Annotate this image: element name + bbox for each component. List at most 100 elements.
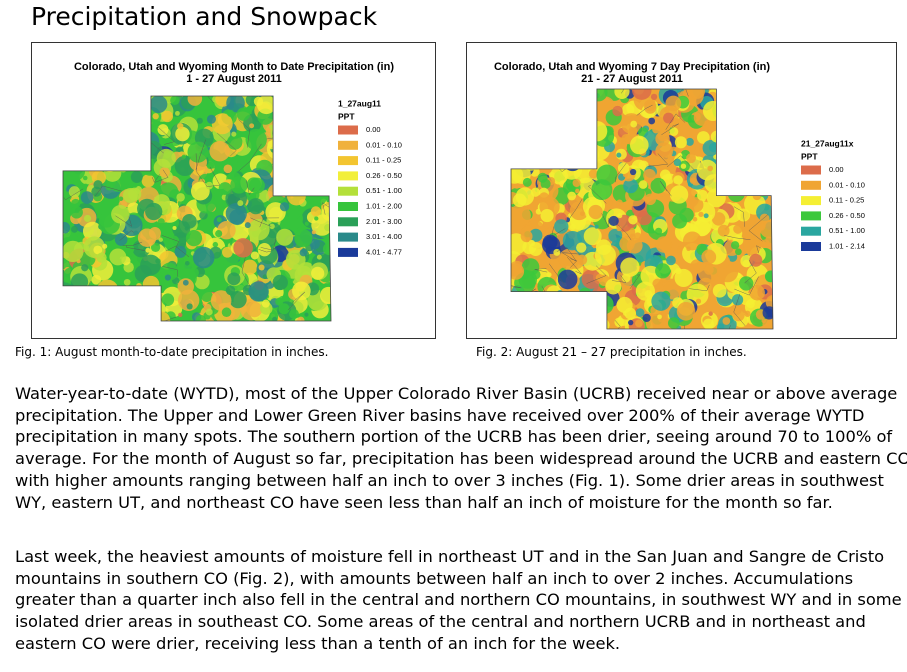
map-patch xyxy=(572,120,588,135)
map-patch xyxy=(296,145,311,160)
map-patch xyxy=(175,110,180,116)
map-patch xyxy=(121,152,127,159)
map-patch xyxy=(616,199,623,207)
legend-label: 0.11 - 0.25 xyxy=(366,156,401,165)
map-patch xyxy=(210,290,232,311)
map-patch xyxy=(125,96,142,111)
map-patch xyxy=(324,224,331,232)
map-patch xyxy=(289,99,299,109)
text-line: mountains in southern CO (Fig. 2), with … xyxy=(15,568,854,588)
map-patch xyxy=(616,225,622,232)
legend-swatch xyxy=(801,180,821,190)
map-patch xyxy=(758,182,769,193)
map-patch xyxy=(125,292,130,297)
map-patch xyxy=(98,121,105,129)
map-patch xyxy=(513,104,519,110)
map-patch xyxy=(174,245,187,258)
map-patch xyxy=(316,142,331,161)
map-patch xyxy=(562,136,576,150)
map-patch xyxy=(752,92,771,111)
map-patch xyxy=(516,316,524,324)
figure: Colorado, Utah and Wyoming 7 Day Precipi… xyxy=(466,42,897,339)
map-patch xyxy=(93,180,103,190)
map-patch xyxy=(761,161,773,183)
map-patch xyxy=(317,134,325,142)
map-patch xyxy=(530,304,537,311)
county-line xyxy=(109,96,123,111)
map-patch xyxy=(674,118,684,128)
map-patch xyxy=(591,141,597,147)
map-patch xyxy=(737,115,742,120)
map-patch xyxy=(535,309,547,321)
map-patch xyxy=(556,321,569,329)
map-patch xyxy=(141,174,155,188)
map-patch xyxy=(612,105,623,117)
map-patch xyxy=(64,96,84,112)
map-patch xyxy=(578,110,598,130)
map-patch xyxy=(127,202,140,215)
map-patch xyxy=(152,113,159,120)
county-line xyxy=(665,113,686,130)
map-patch xyxy=(129,103,137,111)
map-patch xyxy=(78,151,95,168)
map-patch xyxy=(63,296,82,317)
map-patch xyxy=(275,297,284,306)
map-patch xyxy=(749,101,757,108)
map-patch xyxy=(515,301,530,315)
map-patch xyxy=(725,153,738,167)
map-patch xyxy=(205,181,214,190)
map-patch xyxy=(511,140,523,161)
map-patch xyxy=(757,178,767,188)
legend-label: 0.26 - 0.50 xyxy=(829,211,865,220)
map-patch xyxy=(65,143,84,162)
map-patch xyxy=(158,237,163,242)
map-patch xyxy=(272,125,288,141)
map-patch xyxy=(282,110,291,118)
map-patch xyxy=(164,274,172,281)
map-patch xyxy=(130,291,150,311)
map-patch xyxy=(652,125,660,134)
legend-swatch xyxy=(338,156,358,166)
map-patch xyxy=(182,214,197,229)
map-patch xyxy=(746,299,755,309)
map-patch xyxy=(63,96,78,113)
map-patch xyxy=(524,138,537,150)
map-patch xyxy=(541,296,550,305)
county-line xyxy=(587,185,607,204)
map-patch xyxy=(111,205,130,224)
map-patch xyxy=(692,216,698,222)
map-patch xyxy=(188,267,199,278)
map-patch xyxy=(289,171,303,184)
county-line xyxy=(154,169,169,183)
map-patch xyxy=(514,135,521,142)
county-line xyxy=(548,263,565,285)
map-patch xyxy=(306,96,323,105)
map-patch xyxy=(176,193,185,202)
map-patch xyxy=(635,281,655,301)
map-patch xyxy=(85,312,94,320)
map-patch xyxy=(701,249,717,265)
map-patch xyxy=(142,275,160,293)
map-patch xyxy=(310,97,323,111)
map-patch xyxy=(511,308,526,322)
map-patch xyxy=(96,252,107,263)
map-patch xyxy=(312,134,326,149)
map-patch xyxy=(83,146,97,160)
map-patch xyxy=(566,128,576,138)
map-patch xyxy=(316,96,324,100)
map-patch xyxy=(297,316,305,321)
map-patch xyxy=(629,168,637,176)
map-patch xyxy=(316,254,322,260)
county-line xyxy=(629,274,641,289)
map-patch xyxy=(594,294,614,315)
map-patch xyxy=(557,289,564,297)
map-patch xyxy=(184,260,190,266)
map-patch xyxy=(635,308,645,317)
map-patch xyxy=(732,309,745,322)
map-patch xyxy=(70,273,89,291)
map-patch xyxy=(225,285,236,296)
map-patch xyxy=(576,242,587,253)
map-patch xyxy=(511,303,520,320)
map-patch xyxy=(722,172,731,181)
map-patch xyxy=(111,145,125,159)
